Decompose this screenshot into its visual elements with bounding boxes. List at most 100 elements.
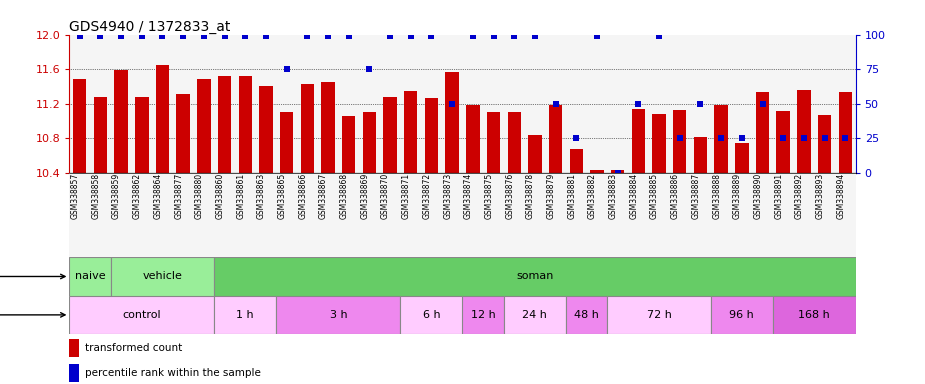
Text: GSM338873: GSM338873 <box>443 173 452 219</box>
Text: GSM338876: GSM338876 <box>505 173 514 219</box>
Point <box>527 33 542 39</box>
Text: GSM338865: GSM338865 <box>278 173 287 219</box>
Point <box>114 33 129 39</box>
Point <box>300 33 314 39</box>
Text: GSM338891: GSM338891 <box>774 173 783 219</box>
Point <box>341 33 356 39</box>
Text: GSM338874: GSM338874 <box>463 173 473 219</box>
Text: GSM338869: GSM338869 <box>361 173 369 219</box>
Bar <box>69 339 80 356</box>
Text: GSM338892: GSM338892 <box>795 173 804 219</box>
Text: GSM338879: GSM338879 <box>547 173 556 219</box>
Bar <box>69 296 215 334</box>
Text: GSM338888: GSM338888 <box>712 173 722 219</box>
Bar <box>155 65 169 384</box>
Bar <box>694 137 708 384</box>
Text: GSM338893: GSM338893 <box>816 173 824 219</box>
Text: GSM338860: GSM338860 <box>216 173 225 219</box>
Point <box>734 135 749 141</box>
Text: control: control <box>122 310 161 320</box>
Bar <box>135 97 149 384</box>
Point <box>465 33 480 39</box>
Bar <box>404 91 417 384</box>
Point <box>93 33 108 39</box>
Text: GSM338883: GSM338883 <box>609 173 618 219</box>
Bar <box>215 296 277 334</box>
Point <box>196 33 211 39</box>
Text: GSM338864: GSM338864 <box>154 173 163 219</box>
Bar <box>608 296 710 334</box>
Point <box>817 135 832 141</box>
Point <box>796 135 811 141</box>
Bar <box>487 113 500 384</box>
Bar <box>280 113 293 384</box>
Text: GSM338890: GSM338890 <box>754 173 762 219</box>
Bar <box>301 84 314 384</box>
Bar <box>504 296 566 334</box>
Bar <box>735 144 748 384</box>
Text: GSM338885: GSM338885 <box>650 173 659 219</box>
Bar <box>839 92 852 384</box>
Point <box>755 101 770 107</box>
Text: 72 h: 72 h <box>647 310 672 320</box>
Point <box>134 33 149 39</box>
Point <box>155 33 170 39</box>
Bar <box>570 149 583 384</box>
Text: GSM338858: GSM338858 <box>92 173 101 219</box>
Text: GSM338886: GSM338886 <box>671 173 680 219</box>
Point <box>714 135 729 141</box>
Bar <box>277 296 401 334</box>
Text: GSM338881: GSM338881 <box>567 173 576 219</box>
Point <box>507 33 522 39</box>
Bar <box>590 170 604 384</box>
Point <box>279 66 294 72</box>
Bar <box>797 90 810 384</box>
Bar <box>673 110 686 384</box>
Bar <box>215 257 856 296</box>
Text: GSM338867: GSM338867 <box>319 173 328 219</box>
Text: percentile rank within the sample: percentile rank within the sample <box>85 367 261 377</box>
Bar <box>756 93 770 384</box>
Bar <box>401 296 462 334</box>
Text: GDS4940 / 1372833_at: GDS4940 / 1372833_at <box>69 20 230 33</box>
Point <box>258 33 274 39</box>
Bar <box>528 135 542 384</box>
Bar <box>446 72 459 384</box>
Bar <box>818 115 832 384</box>
Point <box>569 135 584 141</box>
Point <box>176 33 191 39</box>
Text: GSM338857: GSM338857 <box>70 173 80 219</box>
Point <box>610 170 625 176</box>
Point <box>445 101 460 107</box>
Text: GSM338894: GSM338894 <box>836 173 845 219</box>
Text: GSM338889: GSM338889 <box>733 173 742 219</box>
Bar <box>342 116 355 384</box>
Bar <box>217 76 231 384</box>
Text: vehicle: vehicle <box>142 271 182 281</box>
Bar <box>259 86 273 384</box>
Text: 12 h: 12 h <box>471 310 496 320</box>
Bar <box>632 109 645 384</box>
Text: GSM338861: GSM338861 <box>236 173 245 219</box>
Bar <box>714 106 728 384</box>
Text: 1 h: 1 h <box>237 310 254 320</box>
Point <box>776 135 791 141</box>
Bar <box>93 97 107 384</box>
Bar <box>776 111 790 384</box>
Bar <box>197 79 211 384</box>
Text: GSM338868: GSM338868 <box>339 173 349 219</box>
Text: GSM338875: GSM338875 <box>485 173 494 219</box>
Point <box>72 33 87 39</box>
Bar <box>383 97 397 384</box>
Bar <box>69 364 80 382</box>
Point <box>217 33 232 39</box>
Bar <box>73 79 86 384</box>
Text: time: time <box>0 310 65 320</box>
Bar <box>508 113 521 384</box>
Bar <box>115 70 128 384</box>
Bar <box>177 94 190 384</box>
Point <box>549 101 563 107</box>
Text: 3 h: 3 h <box>329 310 347 320</box>
Text: GSM338866: GSM338866 <box>299 173 307 219</box>
Text: GSM338870: GSM338870 <box>381 173 390 219</box>
